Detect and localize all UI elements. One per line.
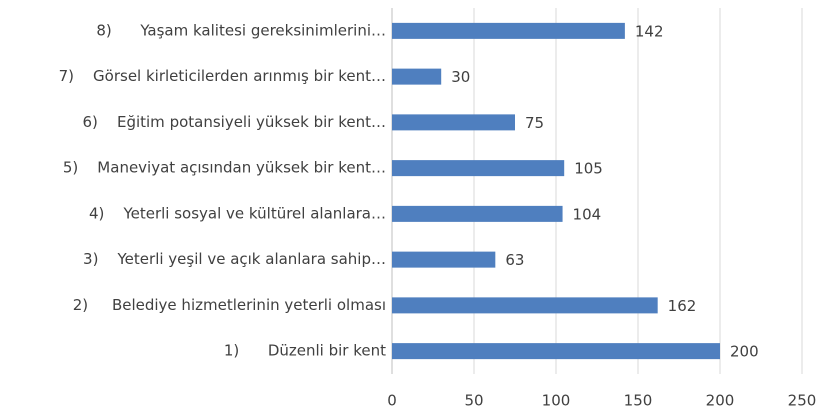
x-tick-label: 200 (706, 392, 735, 410)
bar (392, 297, 658, 314)
data-label: 142 (635, 22, 664, 40)
data-label: 30 (451, 68, 470, 86)
x-tick-label: 0 (387, 392, 397, 410)
y-tick-label: 6) Eğitim potansiyeli yüksek bir kent… (83, 113, 387, 131)
data-label: 63 (505, 251, 524, 269)
y-tick-label: 5) Maneviyat açısından yüksek bir kent… (63, 159, 386, 177)
data-label: 162 (668, 297, 697, 315)
y-tick-label: 8) Yaşam kalitesi gereksinimlerini… (96, 21, 386, 39)
bar (392, 160, 565, 177)
x-tick-label: 250 (788, 392, 817, 410)
bar (392, 251, 496, 268)
bar (392, 114, 515, 131)
bar (392, 205, 563, 222)
bar (392, 343, 720, 360)
x-tick-label: 150 (624, 392, 653, 410)
bar (392, 68, 442, 85)
y-tick-label: 4) Yeterli sosyal ve kültürel alanlara… (89, 204, 386, 222)
data-label: 105 (574, 160, 603, 178)
data-label: 104 (573, 205, 602, 223)
x-tick-label: 100 (542, 392, 571, 410)
y-tick-label: 2) Belediye hizmetlerinin yeterli olması (73, 296, 386, 314)
x-tick-label: 50 (464, 392, 483, 410)
data-label: 75 (525, 114, 544, 132)
y-tick-label: 7) Görsel kirleticilerden arınmış bir ke… (59, 67, 386, 85)
y-tick-label: 1) Düzenli bir kent (224, 342, 386, 360)
data-label: 200 (730, 343, 759, 361)
y-tick-label: 3) Yeterli yeşil ve açık alanlara sahip… (83, 250, 386, 268)
bar (392, 22, 625, 39)
